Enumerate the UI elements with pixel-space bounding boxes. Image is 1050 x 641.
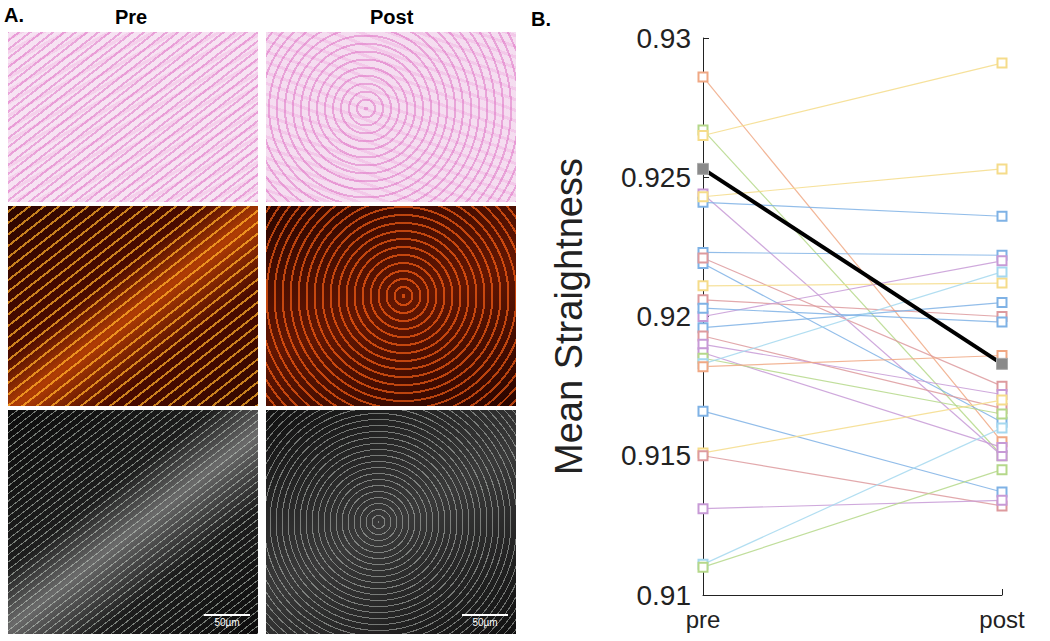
svg-text:0.91: 0.91 bbox=[637, 580, 692, 611]
html-text:Pre: Pre bbox=[115, 6, 148, 28]
html-text:50µm: 50µm bbox=[214, 617, 240, 628]
svg-text:Mean Straightness: Mean Straightness bbox=[548, 158, 590, 475]
svg-text:B.: B. bbox=[531, 8, 551, 30]
html-text:A.: A. bbox=[4, 4, 24, 26]
svg-text:post: post bbox=[979, 606, 1025, 633]
svg-text:0.915: 0.915 bbox=[621, 440, 691, 471]
svg-text:0.93: 0.93 bbox=[637, 23, 692, 54]
html-text:50µm: 50µm bbox=[472, 617, 498, 628]
html-text:Post: Post bbox=[370, 6, 414, 28]
svg-text:0.92: 0.92 bbox=[637, 301, 692, 332]
svg-text:0.925: 0.925 bbox=[621, 162, 691, 193]
svg-text:pre: pre bbox=[686, 606, 721, 633]
